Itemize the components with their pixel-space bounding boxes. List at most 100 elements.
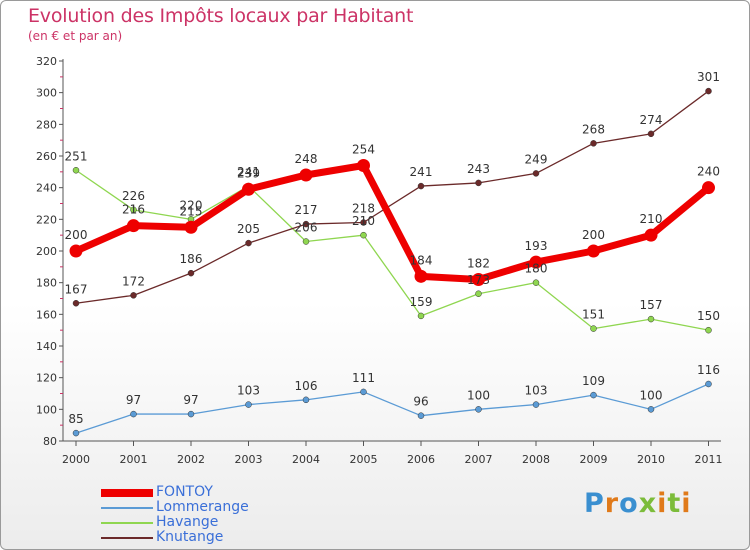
y-tick-label-0: 80 xyxy=(43,435,57,448)
data-label-2-5: 210 xyxy=(352,214,375,228)
data-label-0-6: 184 xyxy=(410,253,433,267)
y-tick-label-7: 220 xyxy=(36,213,57,226)
point-2-4 xyxy=(302,238,310,245)
legend-label-0: FONTOY xyxy=(156,484,213,500)
point-2-5 xyxy=(360,231,367,239)
data-label-2-3: 241 xyxy=(237,165,260,179)
point-1-9 xyxy=(590,391,597,399)
x-tick-label-2: 2002 xyxy=(177,453,205,466)
y-tick-label-6: 200 xyxy=(36,245,57,258)
point-3-1 xyxy=(130,292,137,299)
x-tick-label-1: 2001 xyxy=(120,453,148,466)
point-1-0 xyxy=(72,429,80,437)
data-label-3-3: 205 xyxy=(237,222,260,236)
point-3-9 xyxy=(590,140,597,147)
point-0-9 xyxy=(587,244,600,258)
point-1-1 xyxy=(130,410,137,418)
data-label-2-2: 220 xyxy=(180,198,203,212)
data-label-0-10: 210 xyxy=(640,212,663,226)
data-label-3-0: 167 xyxy=(65,282,88,296)
point-3-10 xyxy=(647,130,655,138)
logo-letter-0: P xyxy=(584,488,605,519)
series-line-0 xyxy=(74,162,711,283)
data-label-1-3: 103 xyxy=(237,384,260,398)
point-0-6 xyxy=(414,269,428,283)
data-label-3-4: 217 xyxy=(295,203,318,217)
y-tick-label-4: 160 xyxy=(36,308,57,321)
point-0-4 xyxy=(299,168,313,182)
legend-swatch-1 xyxy=(101,507,153,509)
legend-swatch-2 xyxy=(101,522,153,524)
data-label-1-10: 100 xyxy=(640,388,663,402)
point-1-2 xyxy=(187,410,195,418)
legend-swatch-0 xyxy=(101,489,153,497)
x-tick-label-8: 2008 xyxy=(522,453,550,466)
y-tick-label-12: 320 xyxy=(36,55,57,68)
point-3-8 xyxy=(532,170,540,177)
data-label-0-1: 216 xyxy=(122,203,145,217)
data-label-0-0: 200 xyxy=(65,228,88,242)
data-label-2-4: 206 xyxy=(295,221,318,235)
legend-swatch-3 xyxy=(101,537,153,539)
data-label-1-5: 111 xyxy=(352,371,375,385)
data-label-3-10: 274 xyxy=(640,113,663,127)
data-label-2-9: 151 xyxy=(582,308,605,322)
point-3-5 xyxy=(360,219,367,226)
point-2-8 xyxy=(532,279,540,286)
legend-label-1: Lommerange xyxy=(156,499,249,515)
data-label-1-1: 97 xyxy=(126,393,141,407)
data-label-0-7: 182 xyxy=(467,257,490,271)
point-1-5 xyxy=(360,388,367,396)
data-label-3-2: 186 xyxy=(180,252,203,266)
y-tick-label-9: 260 xyxy=(36,150,57,163)
logo-letter-1: r xyxy=(604,488,620,519)
data-label-0-3: 239 xyxy=(237,166,260,180)
point-0-7 xyxy=(472,273,485,286)
point-2-1 xyxy=(130,206,137,214)
y-tick-label-8: 240 xyxy=(36,182,57,195)
point-1-6 xyxy=(417,412,425,419)
data-label-0-8: 193 xyxy=(525,239,548,253)
logo-letter-3: x xyxy=(638,488,658,519)
x-tick-label-10: 2010 xyxy=(637,453,665,466)
data-label-3-1: 172 xyxy=(122,274,145,288)
data-label-2-8: 180 xyxy=(525,262,548,276)
point-1-8 xyxy=(532,401,540,408)
data-label-1-7: 100 xyxy=(467,388,490,402)
data-label-2-6: 159 xyxy=(410,295,433,309)
point-2-0 xyxy=(72,167,80,174)
point-0-10 xyxy=(644,228,658,242)
point-0-2 xyxy=(184,220,198,234)
x-tick-label-0: 2000 xyxy=(62,453,90,466)
point-0-0 xyxy=(69,244,83,258)
data-label-0-5: 254 xyxy=(352,143,375,157)
series-line-1 xyxy=(75,383,709,434)
x-tick-label-5: 2005 xyxy=(350,453,378,466)
point-2-9 xyxy=(590,325,597,332)
point-0-3 xyxy=(242,182,255,196)
point-0-5 xyxy=(357,159,370,172)
point-1-10 xyxy=(647,406,655,413)
series-line-2 xyxy=(75,169,709,331)
y-tick-label-3: 140 xyxy=(36,340,57,353)
data-label-1-11: 116 xyxy=(697,363,720,377)
chart-title: Evolution des Impôts locaux par Habitant xyxy=(28,5,414,27)
data-label-3-11: 301 xyxy=(697,70,720,84)
logo-letter-4: i xyxy=(657,488,668,519)
data-label-1-8: 103 xyxy=(525,384,548,398)
point-2-10 xyxy=(647,315,655,323)
data-label-3-5: 218 xyxy=(352,202,375,216)
data-label-3-9: 268 xyxy=(582,122,605,136)
data-label-3-8: 249 xyxy=(525,152,548,166)
chart-subtitle: (en € et par an) xyxy=(28,29,123,43)
y-tick-label-2: 120 xyxy=(36,372,57,385)
legend-label-2: Havange xyxy=(156,514,219,530)
x-tick-label-3: 2003 xyxy=(235,453,263,466)
data-label-2-10: 157 xyxy=(640,298,663,312)
data-label-2-7: 173 xyxy=(467,273,490,287)
y-tick-label-11: 300 xyxy=(36,87,57,100)
point-3-4 xyxy=(302,220,310,228)
point-3-2 xyxy=(187,269,195,277)
